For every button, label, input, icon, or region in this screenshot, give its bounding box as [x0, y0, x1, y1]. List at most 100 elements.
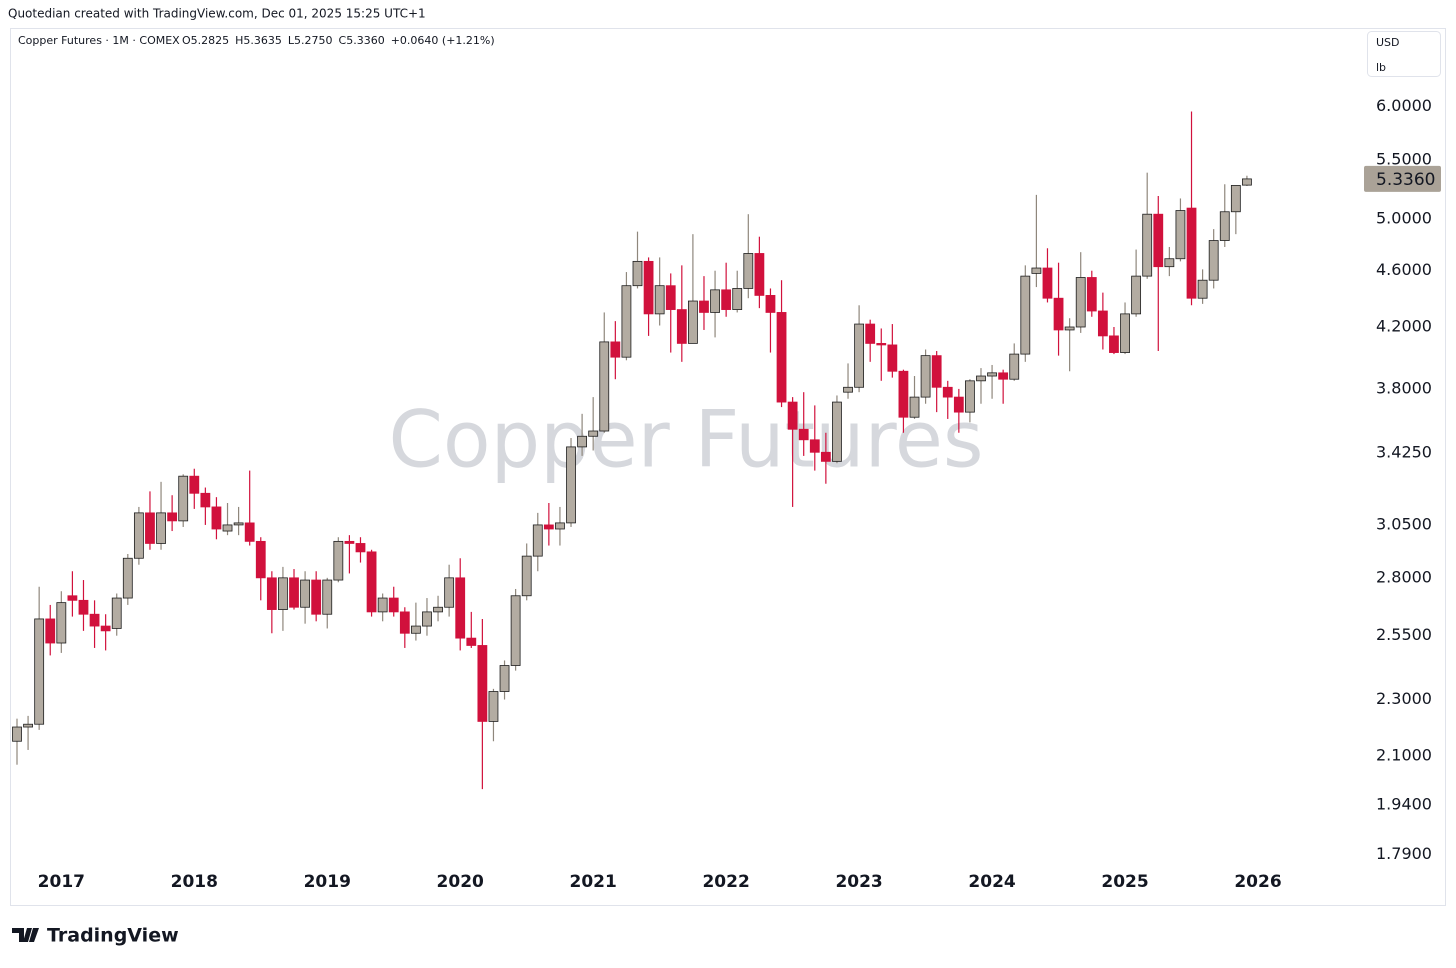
candle-body: [532, 524, 543, 557]
y-tick-label: 2.3000: [1376, 689, 1432, 708]
candle-body: [1120, 313, 1130, 353]
unit: lb: [1376, 61, 1386, 74]
candle-body: [976, 375, 986, 382]
ohlc-info: O5.2825 H5.3635 L5.2750 C5.3360 +0.0640 (+1.…: [182, 34, 495, 47]
y-tick-label: 3.0500: [1376, 514, 1432, 533]
candle-body: [920, 355, 931, 398]
y-tick-label: 4.2000: [1376, 316, 1432, 335]
ohlc-value: L5.2750: [288, 34, 333, 47]
candle-body: [156, 512, 166, 544]
candle-body: [1042, 267, 1053, 299]
watermark: Copper Futures: [388, 395, 983, 485]
candle-body: [987, 372, 997, 377]
x-tick-label: 2020: [437, 872, 484, 892]
candle-body: [333, 540, 344, 581]
candle-body: [1009, 353, 1020, 380]
x-tick-label: 2018: [171, 872, 218, 892]
candle-body: [798, 428, 809, 441]
candle-body: [931, 355, 942, 388]
y-tick-label: 3.8000: [1376, 378, 1432, 397]
candle-body: [410, 625, 421, 634]
candle-body: [588, 430, 599, 437]
candle-body: [1153, 213, 1164, 268]
logo-mark: [12, 928, 39, 942]
y-tick-label: 5.5000: [1376, 150, 1432, 169]
candle-body: [965, 380, 975, 413]
candle-body: [577, 435, 587, 448]
candle-body: [133, 512, 144, 559]
y-tick-label: 6.0000: [1376, 96, 1432, 115]
plot: [12, 111, 1252, 790]
candle-body: [942, 386, 953, 398]
candle-body: [233, 522, 244, 526]
candle-body: [278, 577, 288, 610]
candle-body: [643, 260, 654, 315]
symbol: Copper Futures · 1M · COMEX: [18, 34, 180, 47]
candle-body: [732, 288, 743, 310]
candle-body: [599, 341, 610, 432]
candle-body: [843, 386, 853, 393]
candle-body: [909, 396, 920, 418]
candle-body: [776, 312, 787, 403]
x-tick-label: 2017: [38, 872, 85, 892]
candle-body: [200, 492, 211, 508]
y-tick-label: 5.0000: [1376, 209, 1432, 228]
candle-body: [178, 475, 189, 522]
candle-body: [1086, 277, 1097, 312]
y-tick-label: 4.6000: [1376, 260, 1432, 279]
candle-body: [820, 451, 831, 462]
candle-body: [610, 341, 621, 358]
candle-body: [477, 645, 488, 722]
candle-body: [67, 595, 78, 601]
x-tick-label: 2025: [1101, 872, 1148, 892]
candle-body: [809, 439, 820, 453]
candle-body: [433, 606, 443, 613]
currency-box: [1367, 31, 1441, 77]
candle-body: [167, 512, 178, 522]
candle-body: [566, 446, 576, 524]
x-tick-label: 2026: [1234, 872, 1281, 892]
candle-body: [23, 723, 33, 728]
candle-body: [953, 396, 964, 413]
currency: USD: [1376, 36, 1400, 49]
candle-body: [45, 618, 56, 644]
candle-body: [510, 595, 521, 666]
candle-body: [1109, 335, 1119, 353]
brand: TradingView: [47, 925, 179, 947]
candle-body: [676, 309, 687, 344]
last-price-label: 5.3360: [1376, 170, 1435, 190]
candle-body: [488, 691, 499, 722]
candle-body: [111, 597, 122, 629]
candle-body: [1230, 185, 1241, 213]
candle-body: [1175, 210, 1186, 260]
x-tick-label: 2023: [835, 872, 882, 892]
candle-body: [466, 637, 477, 646]
chart-frame: [10, 28, 1446, 906]
candle-body: [444, 577, 455, 608]
candle-body: [1053, 297, 1064, 331]
last-price-box: [1364, 165, 1441, 192]
candle-body: [355, 543, 366, 553]
candle-body: [377, 597, 388, 613]
logo: TradingView: [12, 925, 179, 947]
candle-body: [1020, 275, 1031, 355]
candle-body: [1131, 275, 1142, 315]
candle-body: [388, 597, 399, 613]
candle-body: [787, 401, 798, 430]
candle-body: [832, 401, 842, 462]
ohlc-value: O5.2825: [182, 34, 229, 47]
candle-body: [1031, 267, 1042, 274]
candle-body: [1219, 211, 1230, 241]
candle-body: [1186, 207, 1197, 299]
y-tick-label: 2.8000: [1376, 567, 1432, 586]
ohlc-value: H5.3635: [235, 34, 282, 47]
candle-body: [665, 285, 676, 310]
y-tick-label: 2.5500: [1376, 625, 1432, 644]
candle-body: [455, 577, 466, 639]
candle-body: [1097, 310, 1108, 337]
candle-body: [1242, 178, 1252, 186]
candle-body: [854, 323, 865, 388]
x-tick-label: 2022: [702, 872, 749, 892]
candle-body: [710, 289, 720, 313]
